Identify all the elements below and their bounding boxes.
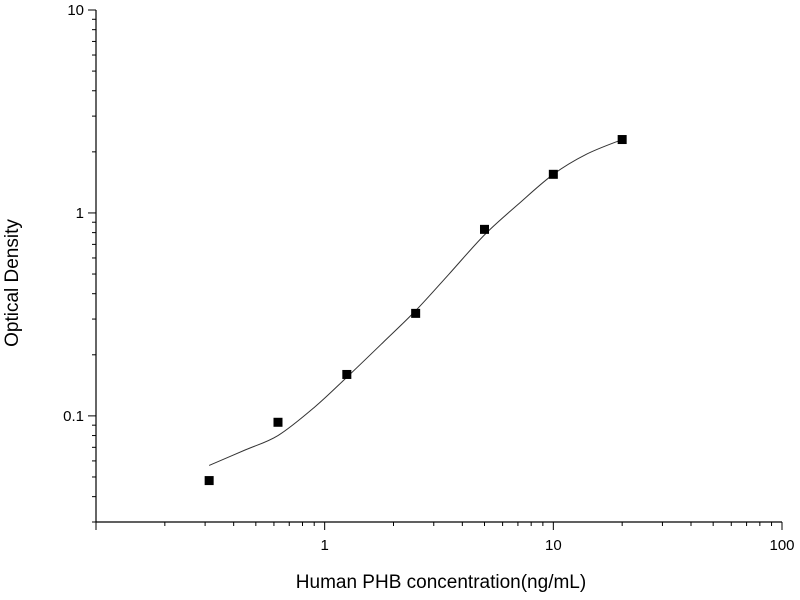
y-tick-label: 1 xyxy=(76,205,84,222)
data-point xyxy=(204,476,214,486)
x-tick-label: 10 xyxy=(545,537,562,554)
data-point xyxy=(273,417,283,427)
fit-curve-group xyxy=(208,139,623,466)
data-point xyxy=(548,169,558,179)
data-point xyxy=(479,224,489,234)
y-tick-label: 0.1 xyxy=(63,408,84,425)
y-axis-label: Optical Density xyxy=(2,219,23,347)
x-tick-label: 1 xyxy=(320,537,328,554)
data-point xyxy=(342,369,352,379)
data-point xyxy=(617,135,627,145)
data-point xyxy=(411,308,421,318)
x-axis-label: Human PHB concentration(ng/mL) xyxy=(296,572,586,593)
data-points xyxy=(204,135,627,486)
fit-curve xyxy=(208,139,623,466)
axes: 1 10 100 0.1 1 10 xyxy=(63,2,794,554)
x-tick-label: 100 xyxy=(769,537,794,554)
y-tick-label: 10 xyxy=(67,2,84,19)
